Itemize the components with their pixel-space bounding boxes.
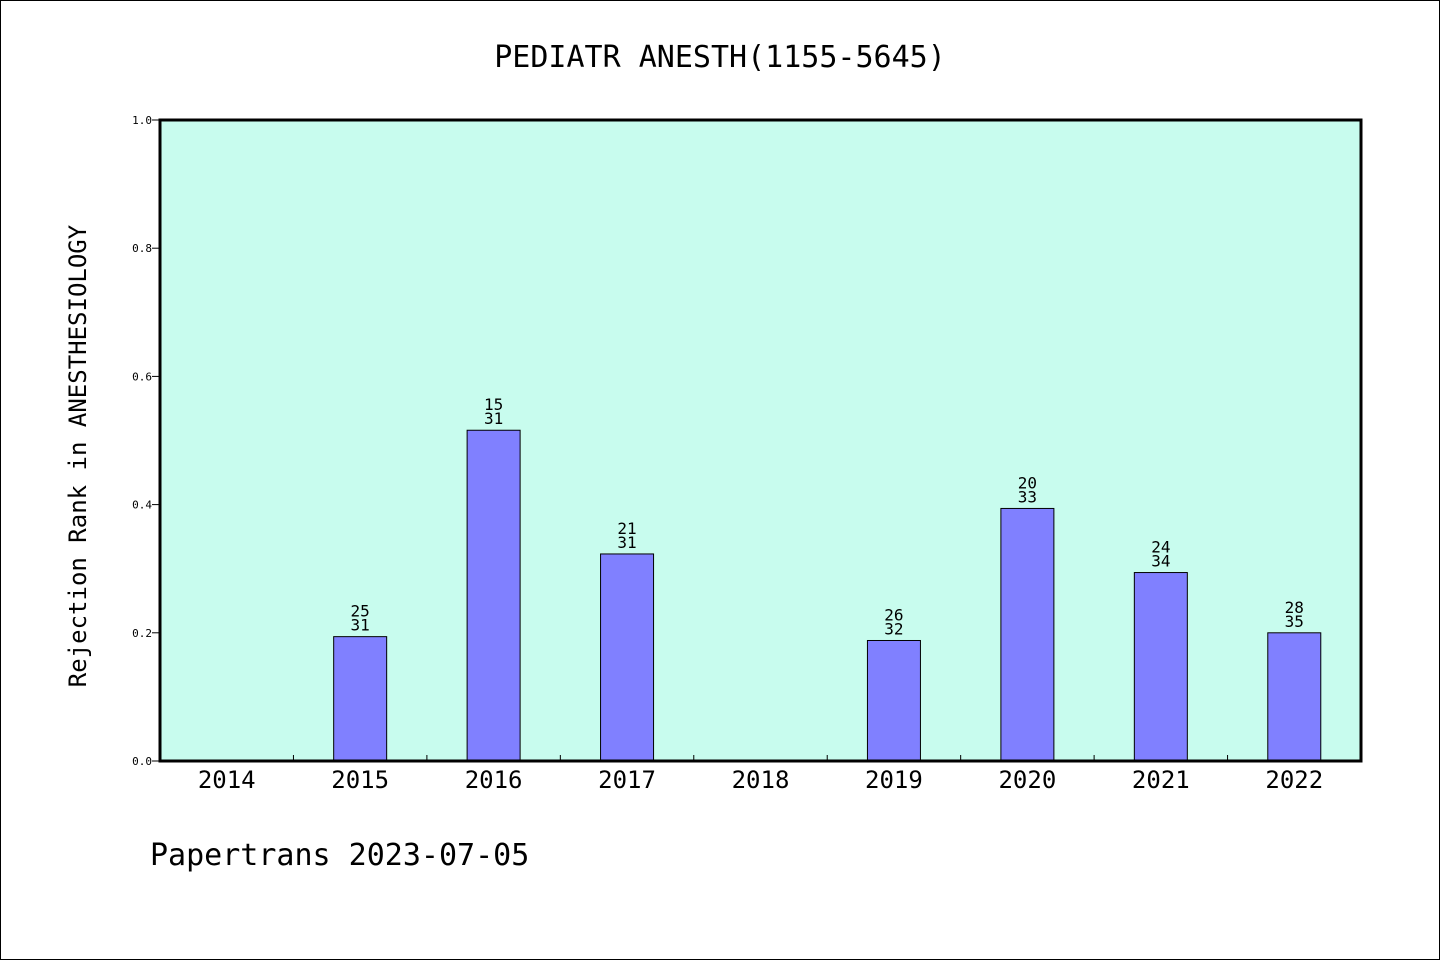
chart-title: PEDIATR ANESTH(1155-5645) <box>494 40 946 75</box>
footer-text: Papertrans 2023-07-05 <box>150 838 529 873</box>
bar-2019 <box>866 639 921 762</box>
y-tick-label: 1.0 <box>132 114 152 127</box>
x-tick-label: 2014 <box>198 766 256 794</box>
bar-label-bottom: 31 <box>351 616 370 635</box>
x-tick-label: 2018 <box>732 766 790 794</box>
bar-label-top: 20 <box>1018 473 1037 492</box>
y-tick-label: 0.0 <box>132 755 152 768</box>
y-tick-label: 0.6 <box>132 370 152 383</box>
bar-label-bottom: 35 <box>1285 612 1304 631</box>
bar-2020 <box>1000 507 1055 762</box>
x-tick-label: 2017 <box>598 766 656 794</box>
bar-label-top: 15 <box>484 395 503 414</box>
x-tick-label: 2015 <box>331 766 389 794</box>
bar-label-bottom: 32 <box>884 619 903 638</box>
y-tick-label: 0.8 <box>132 242 152 255</box>
x-tick-label: 2016 <box>465 766 523 794</box>
bar-label-top: 21 <box>617 519 636 538</box>
bar-2022 <box>1267 632 1322 762</box>
y-tick-label: 0.2 <box>132 627 152 640</box>
x-tick-label: 2020 <box>998 766 1056 794</box>
bars-group <box>333 429 1322 762</box>
bar-2015 <box>333 636 388 762</box>
x-axis: 2014 2015 2016 2017 2018 2019 2020 2021 2022 <box>198 755 1323 794</box>
bar-label-bottom: 33 <box>1018 487 1037 506</box>
y-axis-label: Rejection Rank in ANESTHESIOLOGY <box>64 224 92 687</box>
bar-label-top: 25 <box>351 602 370 621</box>
bar-label-bottom: 31 <box>484 409 503 428</box>
bar-label-bottom: 34 <box>1151 552 1170 571</box>
bar-label-top: 28 <box>1285 598 1304 617</box>
bar-2016 <box>466 429 521 762</box>
plot-border <box>158 118 1363 763</box>
y-tick-label: 0.4 <box>132 499 152 512</box>
x-tick-label: 2022 <box>1265 766 1323 794</box>
x-tick-label: 2019 <box>865 766 923 794</box>
bar-2021 <box>1133 572 1188 762</box>
y-axis: 0.0 0.2 0.4 0.6 0.8 1.0 <box>132 114 160 768</box>
bar-label-bottom: 31 <box>617 533 636 552</box>
x-tick-label: 2021 <box>1132 766 1190 794</box>
bar-label-top: 26 <box>884 605 903 624</box>
bar-2017 <box>600 553 655 762</box>
bar-label-top: 24 <box>1151 538 1170 557</box>
